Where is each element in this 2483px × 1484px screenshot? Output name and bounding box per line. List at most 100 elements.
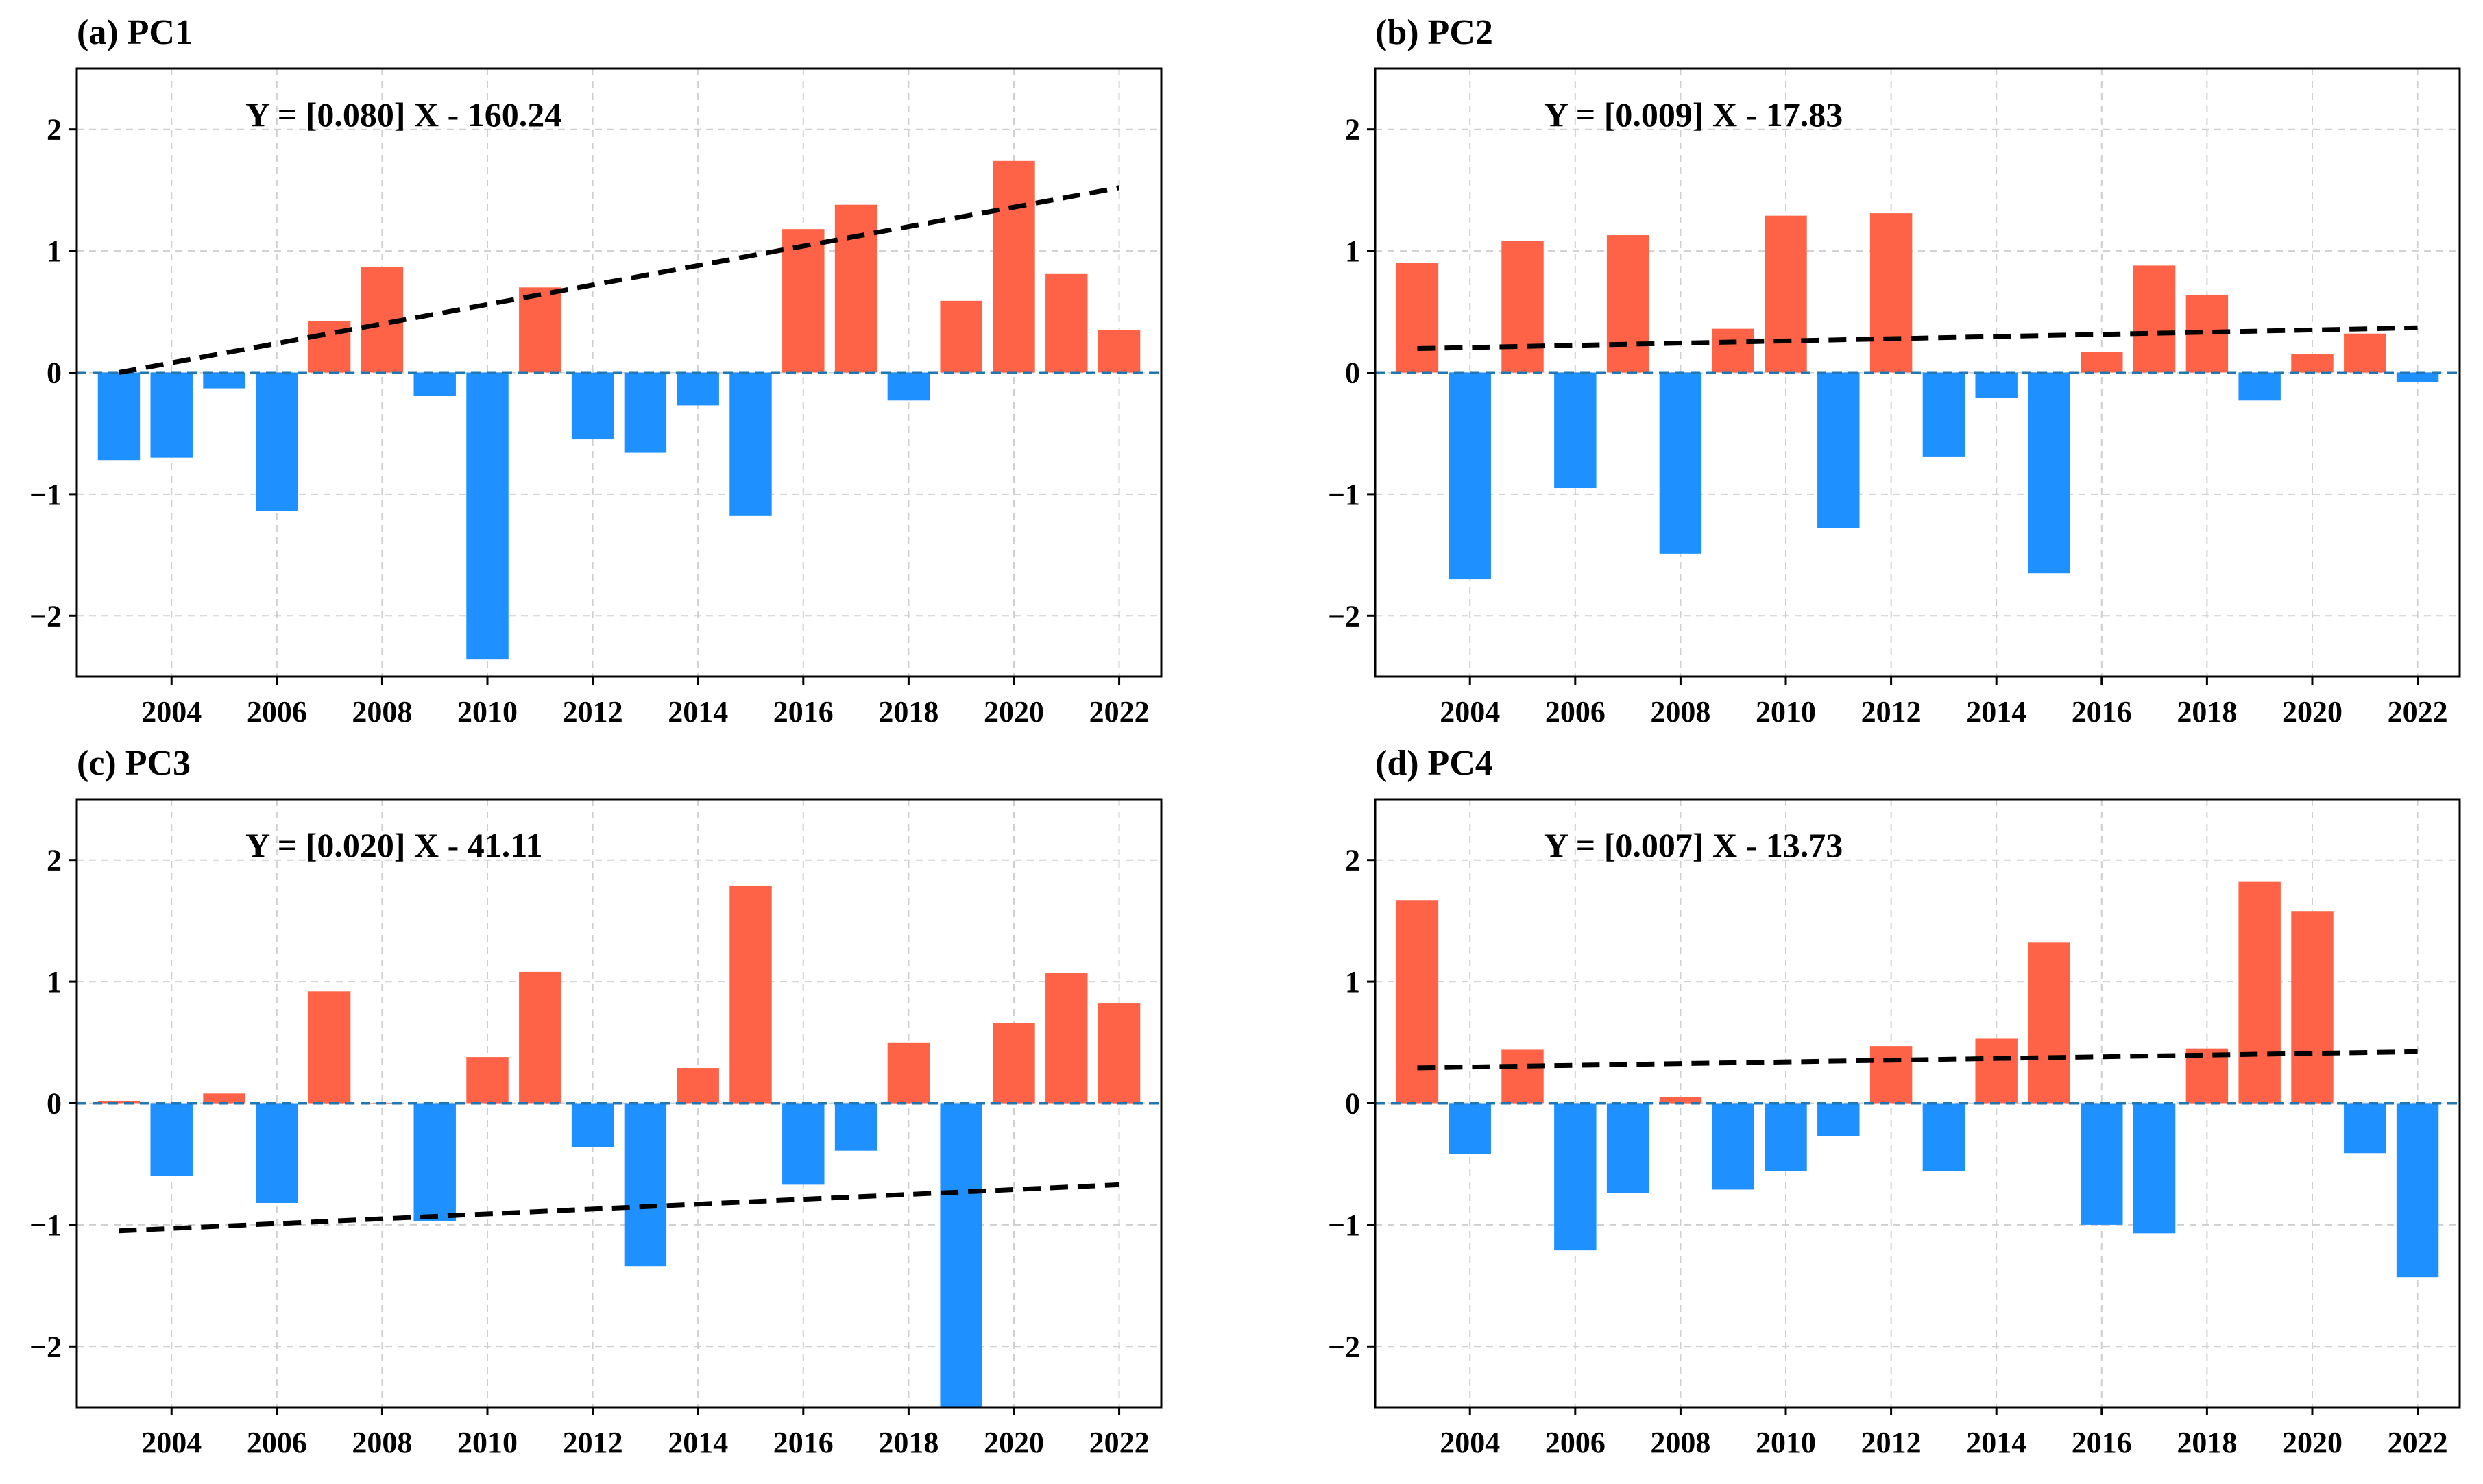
y-tick-label: 1	[1345, 234, 1360, 268]
bar-2021	[2344, 1103, 2386, 1154]
y-tick-label: 2	[1345, 844, 1360, 877]
x-tick-label: 2006	[1545, 1426, 1606, 1459]
bar-2013	[624, 1103, 667, 1267]
bar-2003	[97, 1100, 141, 1104]
bar-2004	[150, 1103, 193, 1176]
x-tick-label: 2020	[984, 695, 1044, 729]
bar-2021	[1045, 273, 1088, 373]
x-tick-label: 2020	[984, 1426, 1044, 1459]
x-tick-label: 2008	[352, 1426, 412, 1459]
plot-area-pc3: −2 −1 0 1 2 2004 2006 2008 2010 2012 2014 2016 2018 2…	[29, 798, 1163, 1459]
trend-line	[119, 1182, 1119, 1234]
panel-pc4: −2 −1 0 1 2 2004 2006 2008 2010 2012 2014 2016 2018 2…	[1328, 744, 2461, 1459]
x-tick-label: 2006	[247, 695, 307, 729]
x-tick-label: 2006	[247, 1426, 307, 1459]
bar-2022	[2396, 372, 2439, 382]
bar-2006	[256, 1103, 298, 1203]
y-tick-label: 1	[47, 965, 62, 999]
panel-pc3: −2 −1 0 1 2 2004 2006 2008 2010 2012 2014 2016 2018 2…	[29, 744, 1163, 1459]
bar-2006	[1554, 372, 1597, 489]
x-tick-label: 2008	[1650, 695, 1710, 729]
x-tick-label: 2018	[2177, 695, 2237, 729]
bar-2005	[1501, 1049, 1544, 1104]
x-tick-label: 2016	[773, 695, 834, 729]
bar-2011	[519, 971, 561, 1104]
bar-2011	[519, 287, 561, 373]
x-tick-label: 2018	[2177, 1426, 2237, 1459]
regression-equation-pc1: Y = [0.080] X - 160.24	[245, 95, 561, 134]
x-tick-label: 2004	[141, 1426, 202, 1459]
bar-2012	[571, 1103, 614, 1147]
bar-2012	[571, 372, 614, 440]
y-tick-label: −1	[1328, 478, 1360, 511]
bar-2022	[1098, 330, 1141, 373]
bar-2005	[1501, 241, 1544, 373]
x-tick-label: 2008	[352, 695, 412, 729]
bar-2010	[1765, 215, 1807, 373]
bar-2017	[2133, 265, 2176, 373]
x-tick-label: 2022	[1089, 1426, 1150, 1459]
trend-line	[1417, 325, 2418, 352]
panel-title-pc4: (d) PC4	[1375, 744, 1493, 783]
y-tick-label: 2	[47, 844, 62, 877]
bar-2020	[993, 160, 1035, 373]
bar-2007	[308, 991, 351, 1104]
x-tick-label: 2008	[1650, 1426, 1710, 1459]
x-tick-label: 2016	[2072, 1426, 2132, 1459]
bar-2011	[1817, 1103, 1860, 1136]
bar-2004	[1449, 1103, 1491, 1155]
bar-2018	[887, 1042, 930, 1104]
bar-2006	[256, 372, 298, 511]
y-tick-label: −2	[29, 1330, 62, 1363]
bar-2016	[2081, 1103, 2123, 1225]
x-tick-label: 2014	[1966, 1426, 2026, 1459]
x-tick-label: 2020	[2282, 1426, 2342, 1459]
bar-2019	[940, 1103, 982, 1407]
bar-2012	[1869, 213, 1913, 373]
bar-2003	[1396, 900, 1439, 1104]
y-tick-label: 2	[47, 113, 62, 147]
y-tick-label: 0	[1345, 1087, 1360, 1121]
bar-2003	[1396, 263, 1439, 373]
bar-2021	[2344, 333, 2386, 373]
y-tick-label: 1	[47, 234, 62, 268]
x-tick-label: 2020	[2282, 695, 2342, 729]
bar-2022	[2396, 1103, 2439, 1278]
x-tick-label: 2010	[1756, 1426, 1816, 1459]
x-tick-label: 2010	[457, 1426, 518, 1459]
regression-equation-pc2: Y = [0.009] X - 17.83	[1544, 95, 1843, 134]
x-tick-label: 2010	[1756, 695, 1816, 729]
panel-pc1: −2 −1 0 1 2 2004 2006 2008 2010 2012 2014 2016 2018 2…	[29, 13, 1163, 729]
plot-area-pc4: −2 −1 0 1 2 2004 2006 2008 2010 2012 2014 2016 2018 2…	[1328, 798, 2461, 1459]
bar-2016	[782, 1103, 825, 1185]
panel-pc2: −2 −1 0 1 2 2004 2006 2008 2010 2012 2014 2016 2018 2…	[1328, 13, 2461, 729]
y-tick-label: 2	[1345, 113, 1360, 147]
bar-2015	[729, 885, 772, 1104]
bar-2012	[1869, 1046, 1913, 1104]
bar-2015	[2028, 372, 2070, 574]
plot-area-pc1: −2 −1 0 1 2 2004 2006 2008 2010 2012 2014 2016 2018 2…	[29, 67, 1163, 729]
bar-2005	[203, 372, 245, 389]
bar-2009	[1712, 328, 1754, 373]
bar-2010	[466, 1057, 509, 1104]
panel-title-pc2: (b) PC2	[1375, 13, 1493, 52]
bar-2014	[1975, 1038, 2018, 1104]
regression-equation-pc3: Y = [0.020] X - 41.11	[245, 826, 543, 864]
bar-2005	[203, 1093, 245, 1104]
bar-2008	[1659, 1097, 1702, 1104]
bar-2004	[150, 372, 193, 458]
trend-line	[1417, 1049, 2418, 1071]
bars-pc3	[97, 885, 1141, 1407]
bar-2017	[2133, 1103, 2176, 1234]
bar-2007	[1606, 235, 1649, 373]
trend-line	[118, 185, 1120, 375]
x-tick-label: 2022	[2388, 1426, 2448, 1459]
bar-2015	[729, 372, 772, 516]
bar-2018	[887, 372, 930, 401]
y-tick-label: 1	[1345, 965, 1360, 999]
x-tick-label: 2018	[878, 1426, 938, 1459]
bar-2009	[1712, 1103, 1754, 1190]
bar-2014	[677, 372, 719, 406]
bar-2011	[1817, 372, 1860, 528]
x-tick-label: 2010	[457, 695, 518, 729]
